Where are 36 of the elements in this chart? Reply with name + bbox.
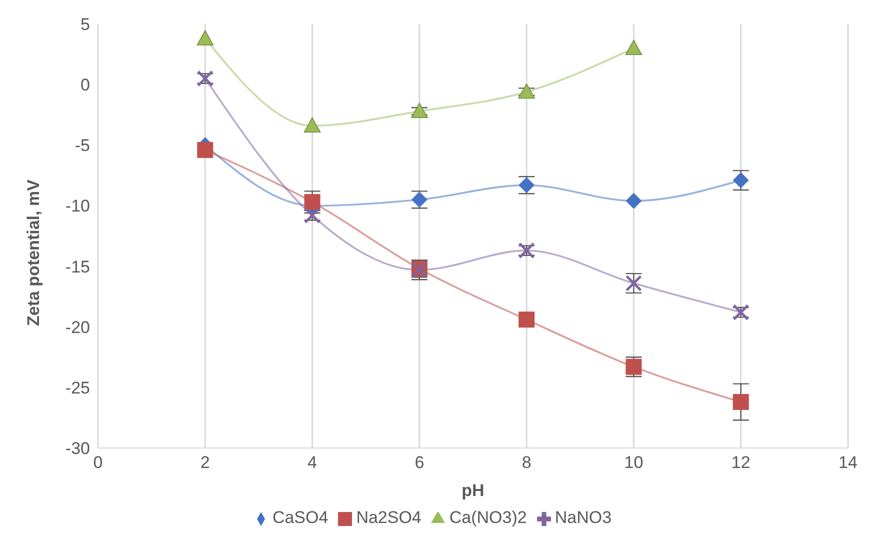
y-axis-title: Zeta potential, mV	[24, 178, 44, 326]
point	[196, 70, 214, 87]
x-tick-label: 6	[414, 453, 424, 472]
x-tick-label: 8	[522, 453, 532, 472]
y-tick-label: 5	[80, 15, 90, 34]
point	[732, 304, 750, 321]
x-tick-label: 14	[838, 453, 858, 472]
x-axis-title: pH	[462, 481, 484, 500]
x-tick-label: 4	[308, 453, 318, 472]
y-tick-label: -20	[65, 318, 90, 337]
x-tick-label: 0	[93, 453, 103, 472]
x-tick-label: 12	[731, 453, 750, 472]
legend-label: CaSO4	[272, 508, 328, 527]
point	[304, 117, 321, 133]
point	[625, 40, 642, 56]
y-tick-label: 0	[80, 76, 90, 95]
legend-label: Na2SO4	[356, 508, 422, 527]
point	[411, 102, 428, 118]
x-tick-label: 2	[200, 453, 210, 472]
point	[197, 142, 214, 158]
point	[626, 192, 642, 209]
point	[732, 394, 749, 410]
y-tick-label: -15	[65, 257, 90, 276]
legend-label: NaNO3	[554, 508, 612, 527]
point	[196, 30, 214, 46]
point	[518, 312, 535, 328]
point	[304, 194, 320, 210]
x-tick-label: 10	[624, 453, 644, 472]
y-tick-label: -25	[65, 378, 90, 398]
y-tick-label: -5	[74, 136, 90, 156]
point	[518, 242, 535, 259]
y-tick-label: -10	[65, 196, 90, 216]
y-tick-label: -30	[65, 439, 90, 458]
legend-label: Ca(NO3)2	[449, 508, 527, 527]
point	[304, 207, 321, 224]
point	[518, 83, 535, 99]
